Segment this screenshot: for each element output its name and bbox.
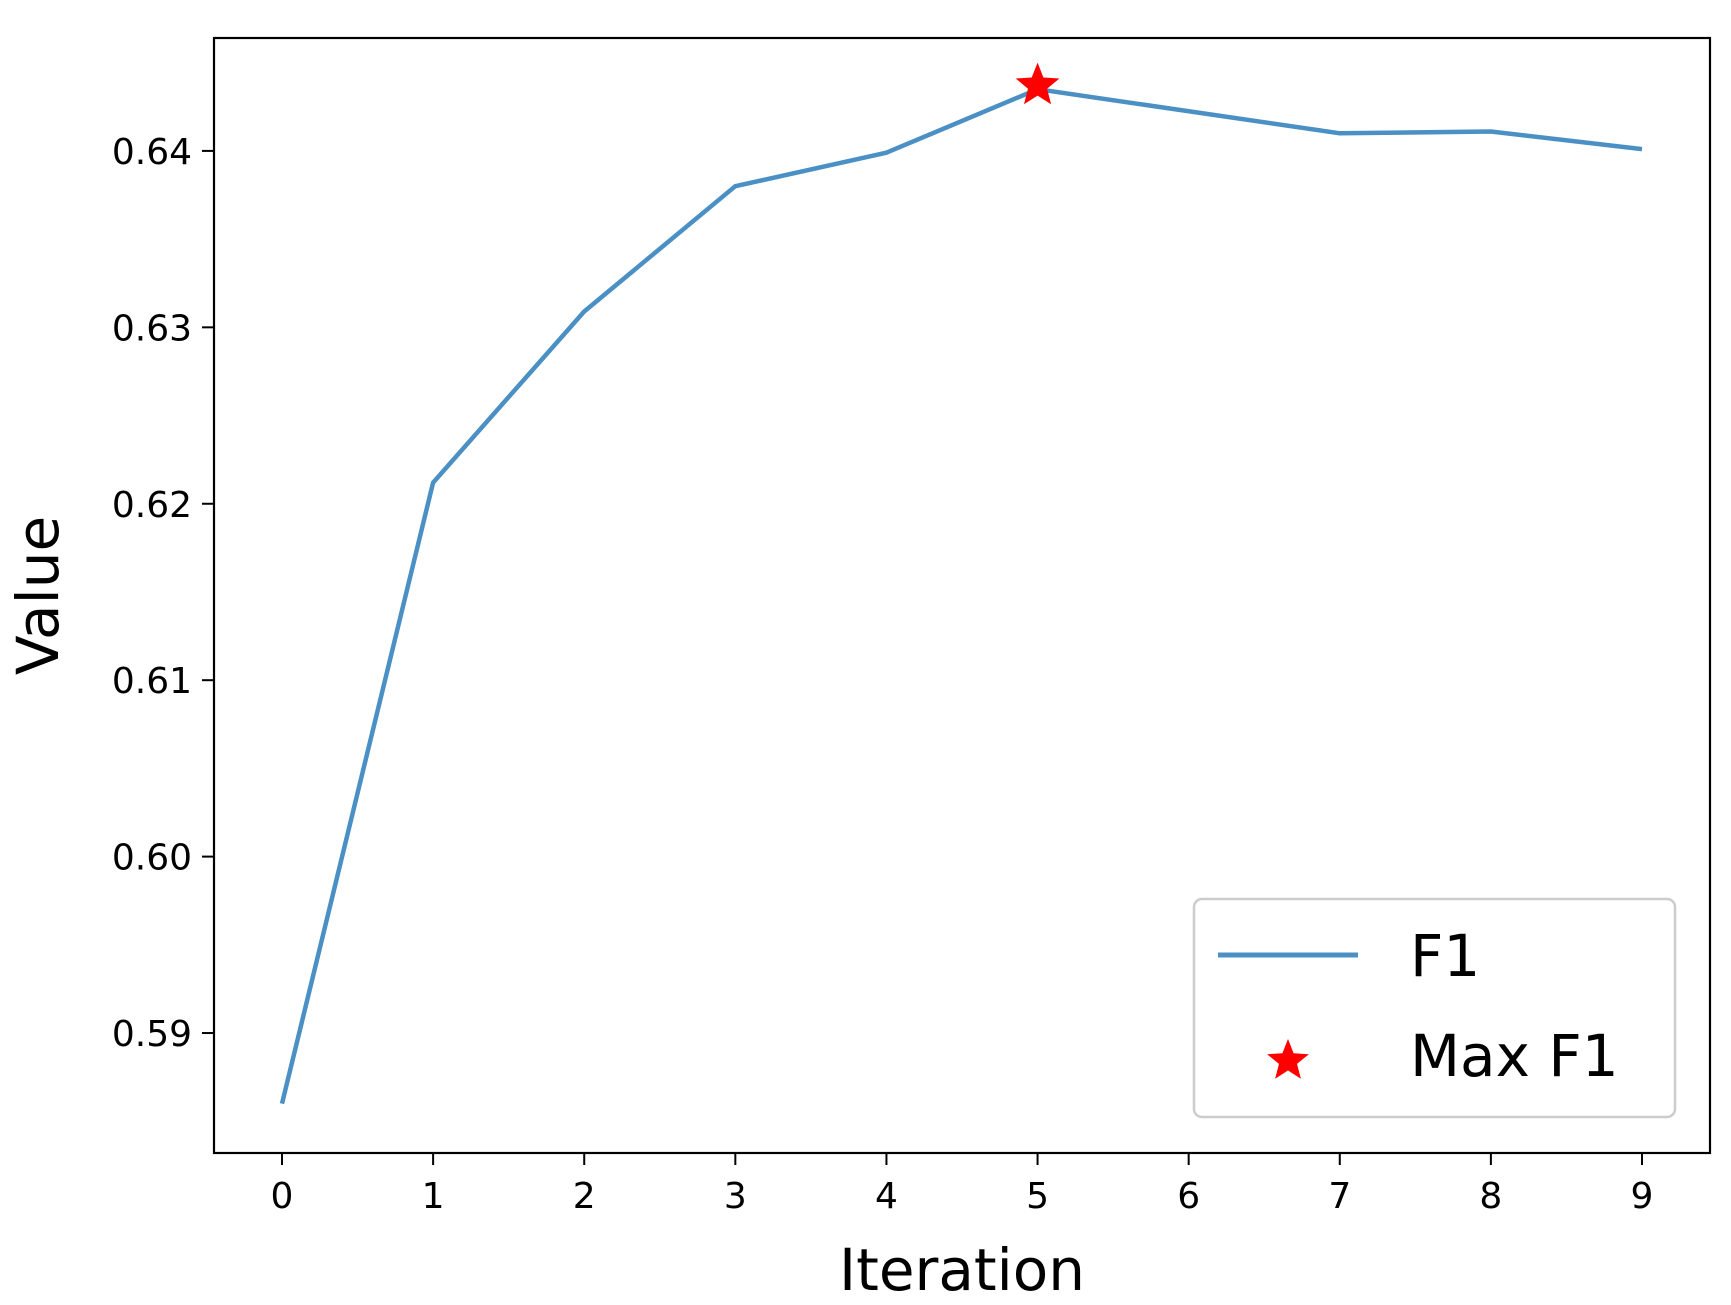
legend-label-f1: F1: [1410, 922, 1480, 990]
y-tick-label: 0.61: [112, 661, 192, 702]
x-tick-label: 1: [422, 1176, 445, 1217]
x-tick-label: 6: [1177, 1176, 1200, 1217]
x-tick-label: 2: [573, 1176, 596, 1217]
legend-label-max-f1: Max F1: [1410, 1022, 1619, 1090]
x-tick-label: 7: [1328, 1176, 1351, 1217]
x-tick-label: 5: [1026, 1176, 1049, 1217]
y-tick-label: 0.62: [112, 485, 192, 526]
y-tick-label: 0.63: [112, 308, 192, 349]
x-tick-label: 0: [271, 1176, 294, 1217]
axes-frame: [212, 36, 1712, 1155]
plot-area: [279, 62, 1643, 1105]
y-tick-label: 0.59: [112, 1014, 192, 1055]
x-tick-label: 4: [875, 1176, 898, 1217]
series-f1-line: [279, 86, 1643, 1105]
x-axis-title: Iteration: [839, 1236, 1085, 1304]
y-axis-ticks: 0.59 0.60 0.61 0.62 0.63 0.64: [112, 132, 214, 1055]
x-tick-label: 3: [724, 1176, 747, 1217]
x-tick-label: 9: [1631, 1176, 1654, 1217]
y-tick-label: 0.64: [112, 132, 192, 173]
legend: F1 Max F1: [1192, 897, 1677, 1119]
x-tick-label: 8: [1479, 1176, 1502, 1217]
y-tick-label: 0.60: [112, 838, 192, 879]
y-axis-title: Value: [4, 516, 72, 675]
legend-max-f1-star-icon: [1267, 1039, 1309, 1079]
max-f1-star-marker: [1015, 62, 1060, 105]
x-axis-ticks: 0 1 2 3 4 5 6 7 8 9: [271, 1153, 1654, 1217]
